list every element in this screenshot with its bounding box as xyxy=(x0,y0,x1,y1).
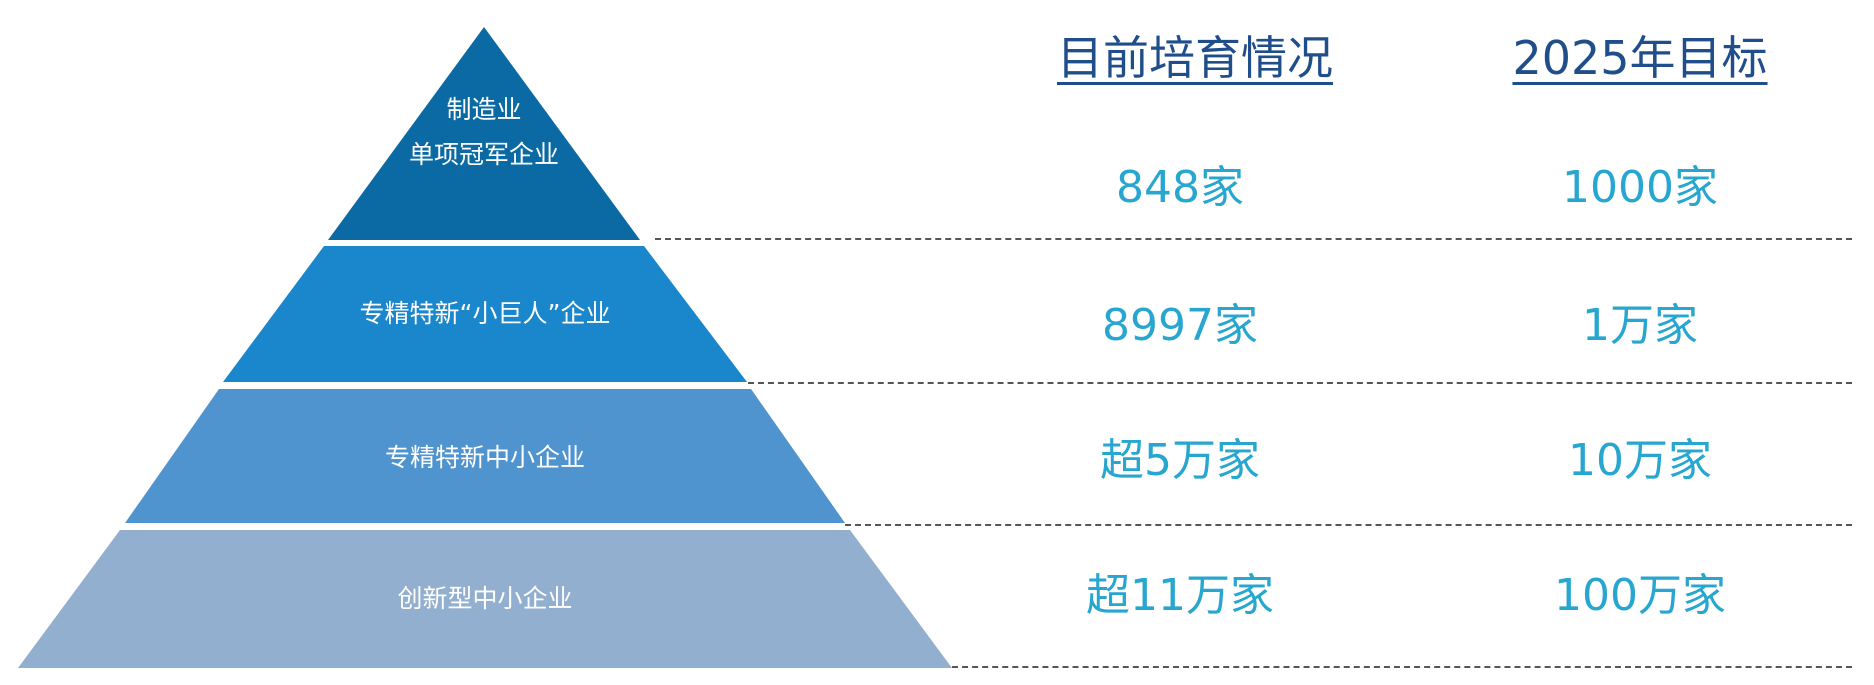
pyramid-tier-4 xyxy=(18,530,952,668)
tier-3-target-value: 10万家 xyxy=(1568,435,1712,486)
row-divider xyxy=(952,666,1852,668)
header-current-status: 目前培育情况 xyxy=(1057,31,1333,85)
tier-3-current-value: 超5万家 xyxy=(1100,435,1260,486)
tier-1-label-line2: 单项冠军企业 xyxy=(409,140,559,169)
row-divider xyxy=(748,382,1852,384)
header-2025-target: 2025年目标 xyxy=(1512,31,1768,85)
pyramid-tier-2 xyxy=(223,246,747,382)
tier-3-label: 专精特新中小企业 xyxy=(385,443,585,472)
pyramid-diagram: 制造业 单项冠军企业 专精特新“小巨人”企业 专精特新中小企业 创新型中小企业 xyxy=(18,27,952,668)
pyramid-tier-3 xyxy=(125,389,845,523)
row-divider xyxy=(845,524,1852,526)
tier-2-target-value: 1万家 xyxy=(1582,300,1698,351)
tier-2-label: 专精特新“小巨人”企业 xyxy=(360,299,611,328)
row-divider xyxy=(655,238,1852,240)
tier-4-current-value: 超11万家 xyxy=(1086,570,1274,621)
tier-1-current-value: 848家 xyxy=(1116,162,1244,213)
tier-1-target-value: 1000家 xyxy=(1562,162,1718,213)
tier-4-label: 创新型中小企业 xyxy=(397,584,572,613)
tier-2-current-value: 8997家 xyxy=(1102,300,1258,351)
pyramid-tier-1 xyxy=(328,27,640,240)
tier-1-label-line1: 制造业 xyxy=(446,95,521,124)
tier-4-target-value: 100万家 xyxy=(1554,570,1726,621)
